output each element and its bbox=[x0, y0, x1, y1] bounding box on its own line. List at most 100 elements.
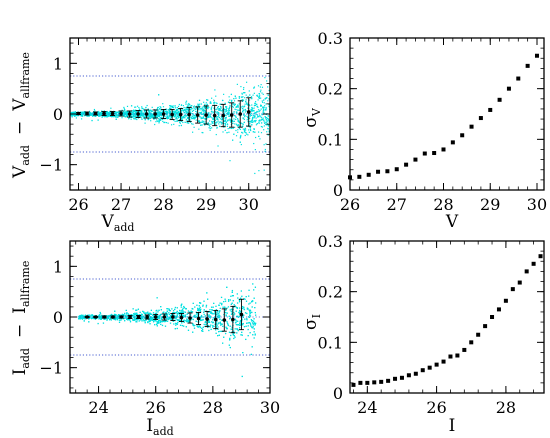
cloud-point bbox=[244, 92, 246, 94]
cloud-point bbox=[99, 114, 101, 116]
cloud-point bbox=[174, 120, 176, 123]
cloud-point bbox=[229, 121, 232, 123]
cloud-point bbox=[216, 112, 218, 114]
cloud-point bbox=[195, 107, 197, 109]
cloud-point bbox=[254, 136, 257, 139]
binned-point bbox=[93, 111, 98, 116]
cloud-point bbox=[106, 315, 108, 317]
cloud-point bbox=[174, 308, 176, 310]
cloud-point bbox=[106, 113, 108, 115]
cloud-point bbox=[208, 321, 210, 323]
cloud-point bbox=[133, 109, 135, 111]
cloud-point bbox=[231, 120, 233, 122]
cloud-point bbox=[254, 104, 257, 106]
cloud-point bbox=[254, 131, 256, 133]
cloud-point bbox=[203, 112, 205, 114]
cloud-point bbox=[246, 102, 248, 104]
cloud-point bbox=[210, 324, 212, 326]
cloud-point bbox=[241, 107, 244, 110]
binned-point bbox=[127, 112, 132, 116]
cloud-point bbox=[183, 321, 185, 323]
cloud-point bbox=[210, 311, 212, 313]
cloud-point bbox=[235, 306, 237, 308]
cloud-point bbox=[168, 116, 170, 118]
cloud-point bbox=[235, 111, 238, 113]
cloud-point bbox=[168, 109, 171, 111]
cloud-point bbox=[122, 112, 125, 114]
cloud-point bbox=[172, 312, 174, 314]
cloud-point bbox=[83, 111, 85, 113]
cloud-point bbox=[132, 112, 135, 114]
cloud-point bbox=[258, 121, 260, 123]
cloud-point bbox=[140, 317, 142, 319]
cloud-point bbox=[72, 114, 74, 116]
cloud-point bbox=[147, 108, 149, 110]
cloud-point bbox=[147, 116, 149, 118]
cloud-point bbox=[140, 315, 143, 317]
cloud-point bbox=[211, 117, 213, 119]
cloud-point bbox=[166, 115, 169, 118]
cloud-point bbox=[198, 120, 200, 122]
cloud-point bbox=[242, 324, 244, 326]
cloud-point bbox=[237, 106, 239, 109]
panel-v-residual: 26 27 28 29 30−101 Vadd Vadd−Vallframe bbox=[10, 37, 271, 234]
cloud-point bbox=[243, 105, 246, 107]
cloud-point bbox=[205, 321, 207, 324]
cloud-point bbox=[109, 113, 111, 116]
cloud-point bbox=[144, 111, 146, 113]
cloud-point bbox=[185, 115, 187, 117]
cloud-point bbox=[198, 109, 200, 111]
cloud-point bbox=[238, 97, 240, 99]
cloud-point bbox=[126, 115, 128, 118]
cloud-point bbox=[254, 121, 256, 123]
cloud-point bbox=[265, 117, 267, 119]
cloud-point bbox=[158, 115, 160, 117]
cloud-point bbox=[187, 104, 189, 106]
cloud-point bbox=[244, 97, 246, 99]
cloud-point bbox=[115, 118, 117, 120]
cloud-point bbox=[169, 110, 171, 113]
cloud-point bbox=[134, 116, 136, 118]
cloud-point bbox=[156, 322, 158, 324]
cloud-point bbox=[256, 95, 258, 97]
cloud-point bbox=[243, 86, 245, 89]
cloud-point bbox=[84, 114, 86, 117]
cloud-point bbox=[133, 118, 135, 120]
cloud-point bbox=[254, 307, 256, 309]
cloud-point bbox=[123, 112, 125, 114]
sigma-point bbox=[404, 162, 409, 167]
cloud-point bbox=[202, 116, 205, 118]
cloud-point bbox=[243, 314, 245, 316]
cloud-point bbox=[136, 319, 138, 321]
cloud-point bbox=[181, 120, 183, 122]
cloud-point bbox=[241, 93, 243, 95]
cloud-point bbox=[224, 116, 226, 119]
cloud-point bbox=[221, 304, 223, 306]
cloud-point bbox=[177, 112, 180, 114]
cloud-point bbox=[257, 131, 260, 133]
cloud-point bbox=[158, 113, 160, 115]
cloud-point bbox=[165, 111, 168, 113]
cloud-point bbox=[205, 102, 207, 104]
cloud-point bbox=[259, 119, 261, 121]
cloud-point bbox=[174, 112, 176, 114]
cloud-point bbox=[232, 300, 234, 302]
cloud-point bbox=[208, 120, 211, 122]
cloud-point bbox=[220, 106, 222, 108]
cloud-point bbox=[125, 315, 127, 317]
cloud-point bbox=[251, 110, 253, 112]
cloud-point bbox=[110, 113, 112, 115]
cloud-point bbox=[150, 120, 152, 122]
x-tick-label: 27 bbox=[111, 195, 131, 214]
cloud-point bbox=[114, 314, 116, 316]
cloud-point bbox=[186, 316, 189, 318]
cloud-point bbox=[216, 118, 218, 120]
cloud-point bbox=[232, 295, 234, 297]
cloud-point bbox=[249, 123, 251, 125]
cloud-point bbox=[196, 105, 198, 107]
cloud-point bbox=[215, 329, 217, 331]
cloud-point bbox=[179, 314, 181, 317]
cloud-point bbox=[199, 113, 201, 115]
cloud-point bbox=[175, 118, 177, 120]
cloud-point bbox=[164, 121, 166, 124]
